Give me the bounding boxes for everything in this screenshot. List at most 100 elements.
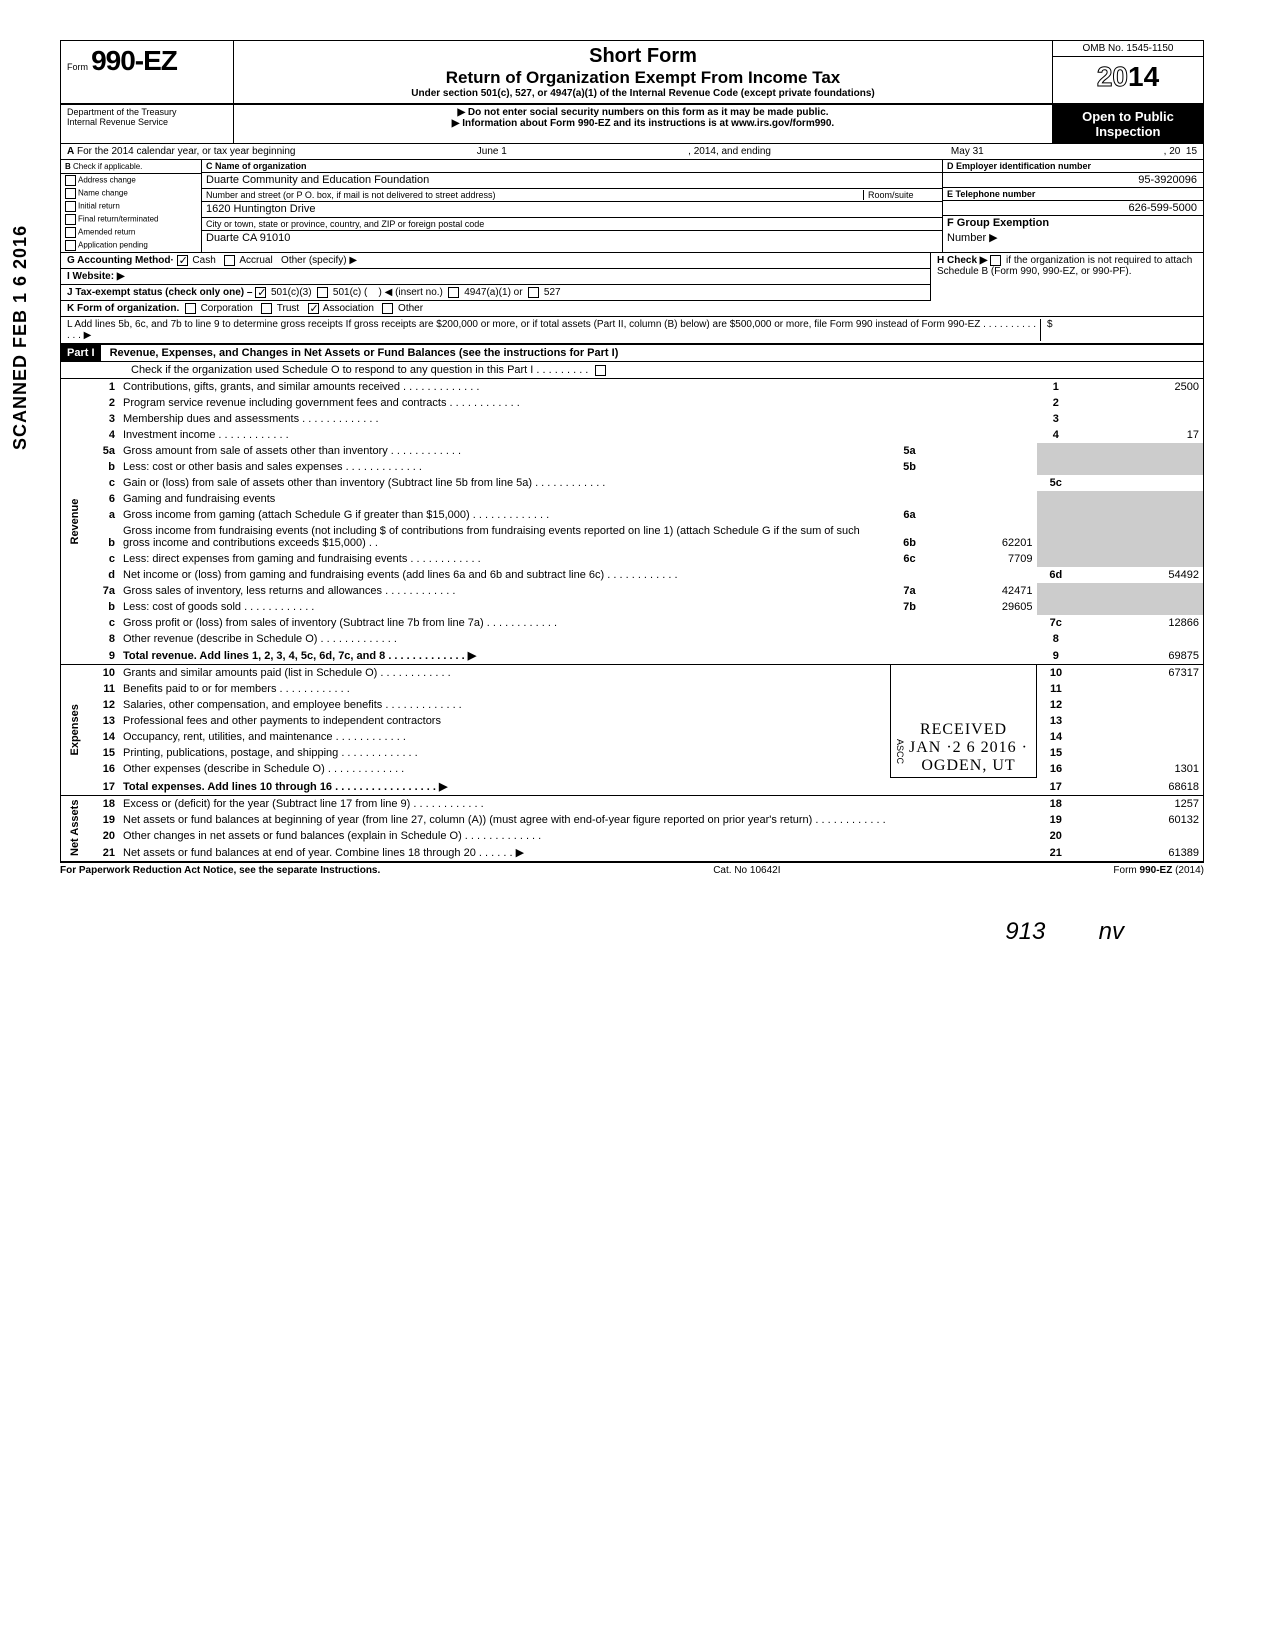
j-c3: 501(c)(3)	[271, 287, 312, 298]
ld: Program service revenue including govern…	[119, 395, 1037, 411]
j-label: J Tax-exempt status (check only one) –	[67, 287, 252, 298]
ld: Contributions, gifts, grants, and simila…	[119, 379, 1037, 395]
check-501c[interactable]	[317, 287, 328, 298]
row-gh: G Accounting Method· Cash Accrual Other …	[61, 253, 1203, 301]
check-501c3[interactable]	[255, 287, 266, 298]
check-assoc[interactable]	[308, 303, 319, 314]
check-pending[interactable]	[65, 240, 76, 251]
lb: 18	[1037, 795, 1076, 812]
footer-right: Form 990-EZ (2014)	[1113, 865, 1204, 876]
stamp-received: RECEIVED	[895, 721, 1032, 739]
check-label-5: Application pending	[78, 241, 148, 250]
form-number: 990-EZ	[91, 45, 177, 76]
la	[1075, 729, 1203, 745]
b-text: Check if applicable.	[73, 162, 142, 171]
la: 54492	[1075, 567, 1203, 583]
mb: 6a	[891, 507, 929, 523]
ln: 10	[85, 665, 119, 682]
label-a: A	[67, 146, 74, 157]
ln: 13	[85, 713, 119, 729]
ln: 9	[85, 647, 119, 665]
la: 2500	[1075, 379, 1203, 395]
la	[1075, 713, 1203, 729]
j-4947: 4947(a)(1) or	[464, 287, 522, 298]
check-trust[interactable]	[261, 303, 272, 314]
la	[1075, 395, 1203, 411]
mb: 7a	[891, 583, 929, 599]
part1-label: Part I	[61, 345, 101, 361]
ld: Net income or (loss) from gaming and fun…	[119, 567, 1037, 583]
ld: Less: direct expenses from gaming and fu…	[119, 551, 891, 567]
check-accrual[interactable]	[224, 255, 235, 266]
ln: b	[85, 459, 119, 475]
ld: Gross income from gaming (attach Schedul…	[119, 507, 891, 523]
side-expenses: Expenses	[61, 665, 85, 796]
tax-year-begin: June 1	[296, 146, 689, 157]
ln: 15	[85, 745, 119, 761]
lb: 6d	[1037, 567, 1076, 583]
check-corp[interactable]	[185, 303, 196, 314]
sig-b: nv	[1099, 918, 1124, 945]
g-label: G Accounting Method·	[67, 255, 174, 266]
row-a-tail: , 20	[1164, 146, 1181, 157]
la: 60132	[1075, 812, 1203, 828]
check-4947[interactable]	[448, 287, 459, 298]
c-label: C Name of organization	[206, 161, 307, 171]
org-city: Duarte CA 91010	[202, 231, 942, 246]
lb: 16	[1037, 761, 1076, 777]
ein: 95-3920096	[943, 173, 1203, 188]
lb: 10	[1037, 665, 1076, 682]
dept-treasury: Department of the Treasury	[67, 107, 227, 117]
lb: 19	[1037, 812, 1076, 828]
ld: Gross income from fundraising events (no…	[119, 523, 891, 551]
label-b: B	[65, 162, 71, 171]
f-label2: Number ▶	[947, 232, 998, 244]
la: 12866	[1075, 615, 1203, 631]
accrual-label: Accrual	[239, 255, 272, 266]
ln: c	[85, 615, 119, 631]
check-label-0: Address change	[78, 176, 136, 185]
check-other-org[interactable]	[382, 303, 393, 314]
ln: 7a	[85, 583, 119, 599]
lb: 8	[1037, 631, 1076, 647]
ln: a	[85, 507, 119, 523]
part1-checkbox[interactable]	[595, 365, 606, 376]
ld: Grants and similar amounts paid (list in…	[119, 665, 891, 682]
check-name[interactable]	[65, 188, 76, 199]
ld: Salaries, other compensation, and employ…	[119, 697, 891, 713]
check-h[interactable]	[990, 255, 1001, 266]
side-net-assets: Net Assets	[61, 795, 85, 861]
check-initial[interactable]	[65, 201, 76, 212]
ld: Gross sales of inventory, less returns a…	[119, 583, 891, 599]
la	[1075, 697, 1203, 713]
room-label: Room/suite	[863, 190, 938, 200]
warning-ssn: Do not enter social security numbers on …	[236, 107, 1050, 118]
ma: 29605	[929, 599, 1037, 615]
check-address[interactable]	[65, 175, 76, 186]
ln: 18	[85, 795, 119, 812]
check-final[interactable]	[65, 214, 76, 225]
stamp-ascc: ASCC	[895, 739, 905, 764]
la: 1257	[1075, 795, 1203, 812]
k-corp: Corporation	[201, 303, 253, 314]
check-cash[interactable]	[177, 255, 188, 266]
mb: 6b	[891, 523, 929, 551]
gray	[1075, 491, 1203, 567]
ln: 4	[85, 427, 119, 443]
ld: Occupancy, rent, utilities, and maintena…	[119, 729, 891, 745]
part1-check-text: Check if the organization used Schedule …	[131, 364, 588, 376]
ld: Net assets or fund balances at end of ye…	[119, 844, 1037, 862]
ln: 1	[85, 379, 119, 395]
dept-irs: Internal Revenue Service	[67, 117, 227, 127]
la	[1075, 681, 1203, 697]
ln: 14	[85, 729, 119, 745]
check-527[interactable]	[528, 287, 539, 298]
mb: 6c	[891, 551, 929, 567]
la: 1301	[1075, 761, 1203, 777]
ln: c	[85, 551, 119, 567]
side-revenue: Revenue	[61, 379, 85, 665]
la: 17	[1075, 427, 1203, 443]
check-amended[interactable]	[65, 227, 76, 238]
ld: Net assets or fund balances at beginning…	[119, 812, 1037, 828]
j-c: 501(c) (	[333, 287, 367, 298]
